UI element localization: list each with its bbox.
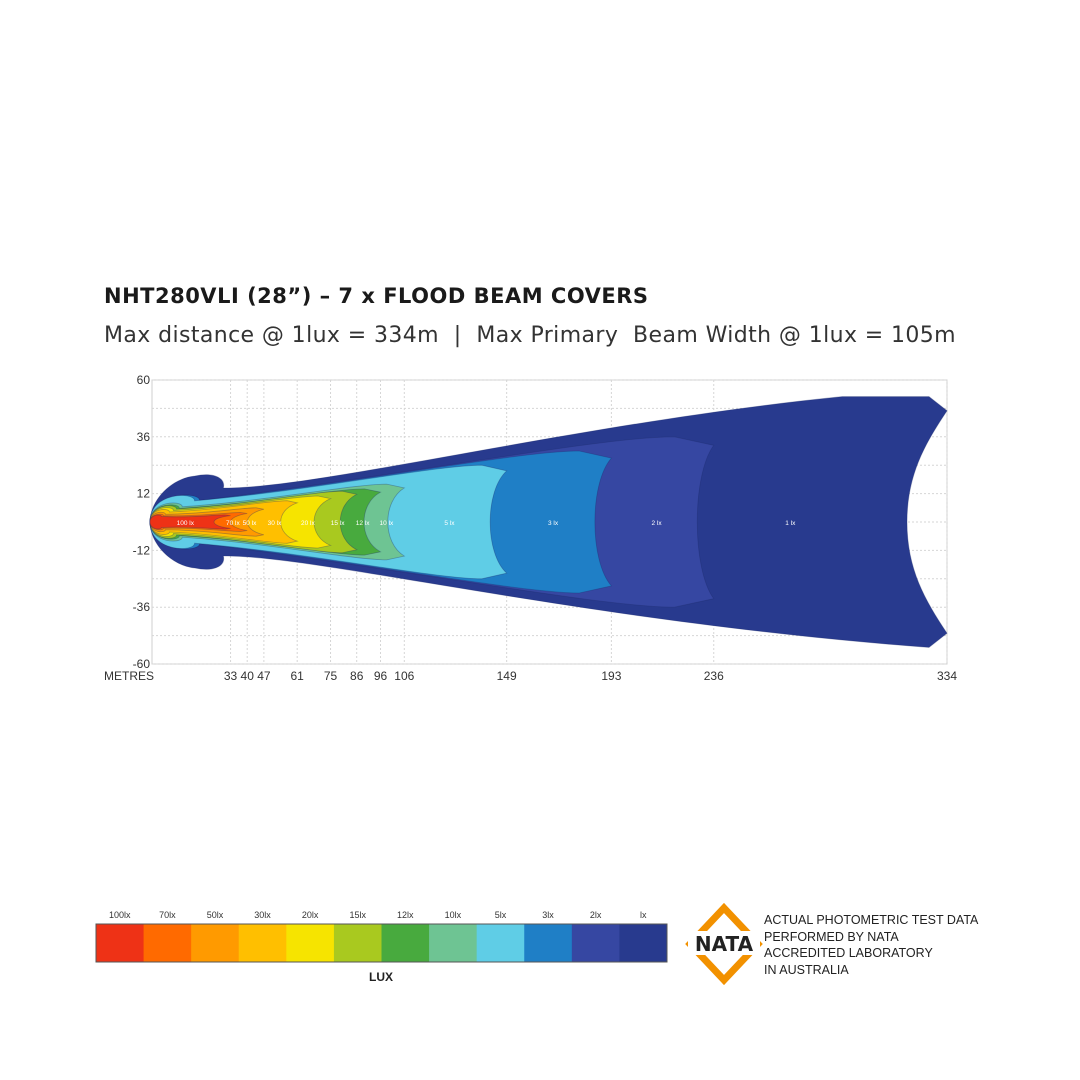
legend-swatch — [429, 924, 478, 962]
lux-zones — [149, 396, 948, 648]
x-tick-label: 96 — [374, 669, 388, 683]
x-tick-label: 40 — [241, 669, 255, 683]
legend-label: 50lx — [207, 910, 224, 920]
lux-legend: 100lx 70lx 50lx 30lx 20lx 15lx 12lx 10lx 5lx 3lx 2… — [95, 910, 668, 963]
x-axis-ticks: 33 40 47 61 75 86 96 106 149 193 236 334 — [224, 669, 957, 683]
legend-label: 5lx — [495, 910, 507, 920]
zone-label: 10 lx — [380, 520, 394, 527]
zone-label: 1 lx — [785, 520, 796, 527]
legend-swatch — [191, 924, 240, 962]
legend-label: 15lx — [349, 910, 366, 920]
y-tick-label: -60 — [133, 657, 151, 671]
y-tick-label: 36 — [137, 430, 151, 444]
zone-label: 30 lx — [268, 520, 282, 527]
legend-label: 2lx — [590, 910, 602, 920]
legend-swatch — [96, 924, 145, 962]
nata-logo-text: NATA — [695, 932, 754, 956]
legend-unit-label: LUX — [369, 970, 393, 984]
x-tick-label: 106 — [394, 669, 414, 683]
legend-label: 30lx — [254, 910, 271, 920]
x-tick-label: 193 — [601, 669, 621, 683]
y-axis-ticks: 60 36 12 -12 -36 -60 — [133, 373, 151, 671]
legend-swatch — [619, 924, 668, 962]
nata-line: IN AUSTRALIA — [764, 962, 849, 977]
legend-swatch — [238, 924, 287, 962]
x-tick-label: 334 — [937, 669, 957, 683]
zone-label: 15 lx — [331, 520, 345, 527]
y-tick-label: 12 — [137, 487, 151, 501]
zone-label: 20 lx — [301, 520, 315, 527]
nata-statement: ACTUAL PHOTOMETRIC TEST DATA PERFORMED B… — [764, 912, 978, 978]
x-tick-label: 86 — [350, 669, 364, 683]
zone-label: 50 lx — [243, 520, 257, 527]
zone-label: 100 lx — [177, 520, 195, 527]
legend-label: 20lx — [302, 910, 319, 920]
legend-swatch — [286, 924, 335, 962]
x-tick-label: 236 — [704, 669, 724, 683]
zone-label: 3 lx — [548, 520, 559, 527]
zone-label: 12 lx — [356, 520, 370, 527]
nata-line: ACCREDITED LABORATORY — [764, 946, 933, 960]
y-tick-label: 60 — [137, 373, 151, 387]
x-tick-label: 75 — [324, 669, 338, 683]
nata-line: ACTUAL PHOTOMETRIC TEST DATA — [764, 913, 979, 927]
lux-zone — [149, 514, 231, 530]
nata-logo: NATA — [685, 902, 763, 986]
legend-label: 12lx — [397, 910, 414, 920]
legend-swatch — [333, 924, 382, 962]
zone-labels: 1 lx 2 lx 3 lx 5 lx 10 lx 12 lx 15 lx 20 lx 30 l… — [177, 520, 797, 527]
x-tick-label: 33 — [224, 669, 238, 683]
x-axis-label: METRES — [104, 669, 154, 683]
x-tick-label: 149 — [497, 669, 517, 683]
legend-label: 10lx — [445, 910, 462, 920]
x-tick-label: 61 — [291, 669, 305, 683]
nata-logo-band — [688, 931, 760, 955]
legend-swatch — [524, 924, 573, 962]
zone-label: 5 lx — [444, 520, 455, 527]
zone-label: 70 lx — [226, 520, 240, 527]
legend-swatch — [571, 924, 620, 962]
legend-label: 70lx — [159, 910, 176, 920]
legend-label: 100lx — [109, 910, 131, 920]
legend-frame — [95, 923, 668, 963]
zone-label: 2 lx — [651, 520, 662, 527]
legend-label: lx — [640, 910, 647, 920]
legend-label: 3lx — [542, 910, 554, 920]
chart-title: NHT280VLI (28”) – 7 x FLOOD BEAM COVERS — [104, 284, 649, 308]
y-tick-label: -12 — [133, 543, 151, 557]
legend-swatch — [381, 924, 430, 962]
legend-swatch — [476, 924, 525, 962]
nata-line: PERFORMED BY NATA — [764, 929, 899, 944]
legend-swatch — [143, 924, 192, 962]
y-tick-label: -36 — [133, 600, 151, 614]
x-tick-label: 47 — [257, 669, 271, 683]
chart-subtitle: Max distance @ 1lux = 334m | Max Primary… — [104, 323, 957, 348]
